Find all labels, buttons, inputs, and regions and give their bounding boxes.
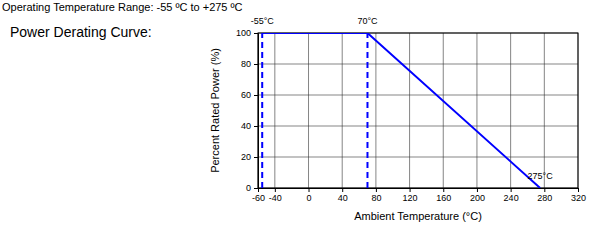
tick: 200	[470, 188, 485, 203]
grid-line-x	[274, 33, 275, 188]
tick: -40	[269, 188, 282, 203]
axis-line	[259, 189, 579, 193]
tick-mark	[254, 64, 258, 65]
grid-line-y	[258, 95, 578, 96]
tick-mark	[254, 95, 258, 96]
tick-mark	[254, 188, 258, 189]
y-axis: 0 20 40 60 80 100	[236, 28, 259, 193]
derating-line	[262, 33, 540, 188]
tick-label: 80	[371, 193, 381, 203]
annotation: 275°C	[528, 171, 554, 181]
tick-mark	[309, 188, 310, 192]
grid-line-x	[443, 33, 444, 188]
tick: 40	[241, 121, 258, 131]
tick: 0	[307, 188, 312, 203]
tick: 240	[504, 188, 519, 203]
tick-label: 80	[241, 59, 251, 69]
tick-label: 280	[537, 193, 552, 203]
tick-mark	[511, 188, 512, 192]
grid-line-x	[476, 33, 477, 188]
tick-label: 240	[504, 193, 519, 203]
annotation: -55°C	[251, 16, 275, 26]
grid-line-y	[258, 126, 578, 127]
tick-label: 0	[307, 193, 312, 203]
annotation: 70°C	[357, 16, 378, 26]
tick-mark	[578, 188, 579, 192]
tick-label: 20	[241, 152, 251, 162]
tick: 160	[436, 188, 451, 203]
plot-frame	[258, 33, 578, 188]
tick: 100	[236, 28, 258, 38]
tick: 320	[571, 188, 586, 203]
grid-line-y	[258, 64, 578, 65]
marks	[262, 33, 540, 188]
tick: 80	[371, 188, 381, 203]
tick-label: 200	[470, 193, 485, 203]
tick: 40	[338, 188, 348, 203]
tick-label: -40	[269, 193, 282, 203]
tick-label: 0	[246, 183, 251, 193]
tick-mark	[254, 33, 258, 34]
tick-mark	[376, 188, 377, 192]
tick-mark	[254, 157, 258, 158]
tick-label: 320	[571, 193, 586, 203]
tick: -60	[252, 188, 265, 203]
tick-mark	[477, 188, 478, 192]
axis-line	[254, 34, 259, 189]
tick-label: 40	[241, 121, 251, 131]
grid	[258, 33, 578, 188]
tick-mark	[410, 188, 411, 192]
tick-label: -60	[252, 193, 265, 203]
x-axis: -60 -40 0 40 80 120 160 200 240 280 320	[252, 188, 586, 203]
grid-line-x	[342, 33, 343, 188]
grid-line-x	[409, 33, 410, 188]
tick: 80	[241, 59, 258, 69]
tick: 120	[403, 188, 418, 203]
grid-line-x	[544, 33, 545, 188]
title: Power Derating Curve:	[10, 24, 152, 40]
tick-mark	[275, 188, 276, 192]
grid-line-y	[258, 157, 578, 158]
tick: 0	[246, 183, 258, 193]
tick-label: 60	[241, 90, 251, 100]
tick-mark	[443, 188, 444, 192]
tick-mark	[342, 188, 343, 192]
grid-line-x	[375, 33, 376, 188]
reference-line	[366, 33, 368, 188]
tick-mark	[254, 126, 258, 127]
tick: 60	[241, 90, 258, 100]
subtitle: Operating Temperature Range: -55 ºC to +…	[2, 1, 243, 13]
tick-label: 160	[436, 193, 451, 203]
x-axis-title: Ambient Temperature (°C)	[354, 210, 482, 222]
tick-label: 120	[403, 193, 418, 203]
tick-label: 40	[338, 193, 348, 203]
tick-label: 100	[236, 28, 251, 38]
y-axis-title: Percent Rated Power (%)	[209, 48, 221, 173]
tick: 20	[241, 152, 258, 162]
reference-line	[261, 33, 263, 188]
grid-line-x	[510, 33, 511, 188]
tick-mark	[544, 188, 545, 192]
grid-line-x	[308, 33, 309, 188]
tick: 280	[537, 188, 552, 203]
chart: Operating Temperature Range: -55 ºC to +…	[0, 0, 596, 228]
